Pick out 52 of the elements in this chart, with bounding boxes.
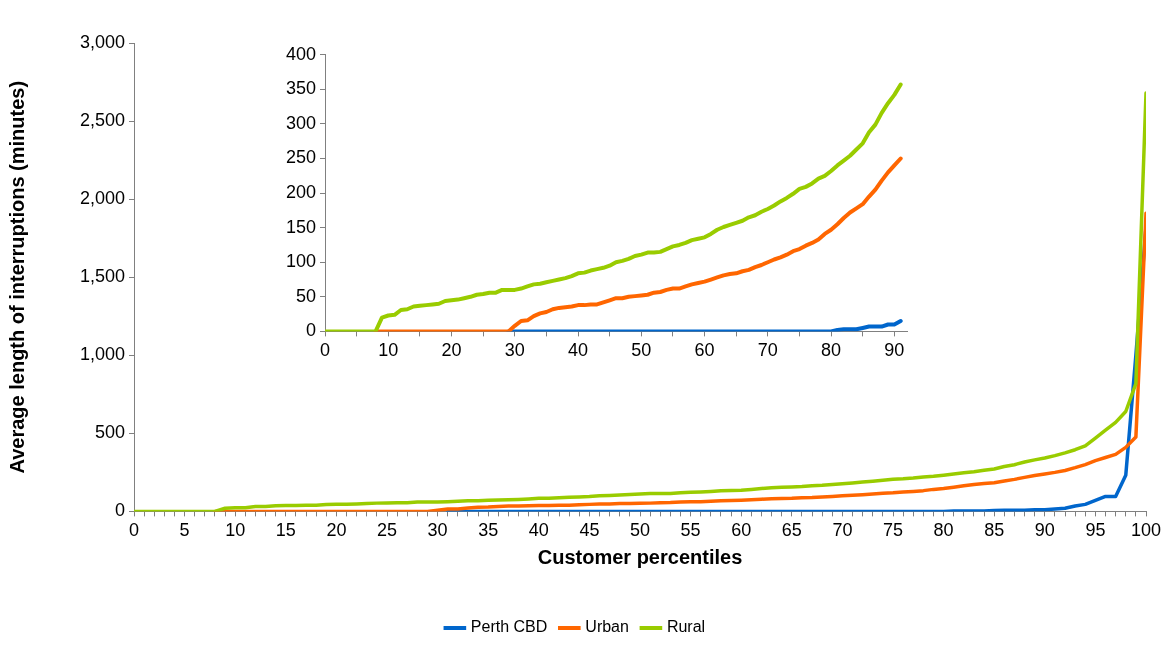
legend-label: Perth CBD [470,618,548,636]
x-tick-label: 5 [179,520,190,541]
y-tick-label: 150 [285,216,316,237]
y-tick-label: 250 [285,147,316,168]
x-tick-label: 0 [128,520,140,541]
y-tick-label: 200 [285,182,316,203]
x-tick-label: 60 [694,340,715,361]
y-tick-label: 350 [285,78,316,99]
x-axis-title: Customer percentiles [537,545,743,568]
y-tick-label: 0 [305,320,316,341]
x-tick-label: 85 [984,520,1005,541]
x-tick-label: 50 [631,340,652,361]
y-tick-label: 1,000 [79,344,125,365]
x-tick-label: 10 [225,520,246,541]
legend-label: Rural [666,618,706,636]
x-tick-label: 50 [629,520,651,541]
x-tick-label: 15 [275,520,296,541]
x-tick-label: 80 [933,520,954,541]
y-tick-label: 0 [114,500,125,521]
x-tick-label: 70 [832,520,853,541]
x-tick-label: 40 [568,340,589,361]
x-tick-label: 55 [680,520,701,541]
x-tick-label: 90 [884,340,905,361]
legend-label: Urban [585,618,629,636]
x-tick-label: 65 [781,520,802,541]
x-tick-label: 35 [478,520,499,541]
x-tick-label: 60 [731,520,752,541]
x-tick-label: 100 [1130,520,1162,541]
y-tick-label: 300 [285,112,316,133]
y-tick-label: 50 [295,285,316,306]
y-tick-label: 2,500 [79,110,125,131]
y-axis-title: Average length of interruptions (minutes) [5,80,28,474]
y-tick-label: 400 [285,43,316,64]
x-tick-label: 20 [441,340,462,361]
y-tick-label: 1,500 [79,266,125,287]
x-tick-label: 20 [326,520,347,541]
x-tick-label: 10 [378,340,399,361]
y-tick-label: 3,000 [79,31,125,52]
x-tick-label: 30 [427,520,448,541]
x-tick-label: 80 [821,340,842,361]
x-tick-label: 25 [376,520,398,541]
x-tick-label: 0 [319,340,331,361]
x-tick-label: 95 [1085,520,1106,541]
y-tick-label: 2,000 [79,188,125,209]
x-tick-label: 45 [579,520,600,541]
x-tick-label: 30 [504,340,525,361]
y-tick-label: 100 [285,251,316,272]
y-tick-label: 500 [94,422,125,443]
x-tick-label: 70 [757,340,778,361]
x-tick-label: 75 [882,520,904,541]
x-tick-label: 40 [528,520,549,541]
x-tick-label: 90 [1034,520,1055,541]
